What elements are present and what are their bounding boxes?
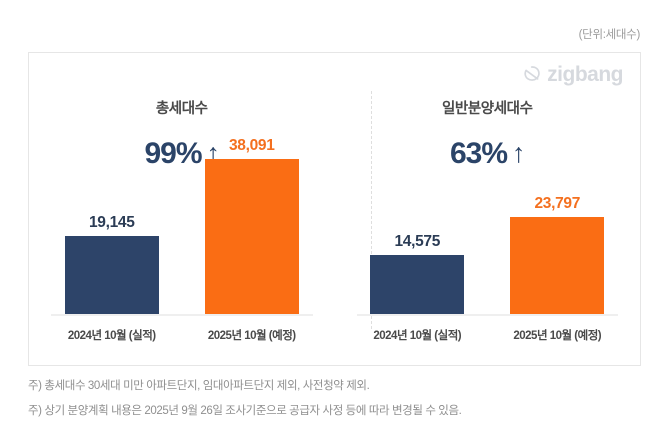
panel-delta: 63% ↑ (335, 139, 641, 169)
bar-rect[interactable] (370, 255, 465, 314)
plot-area: 14,575 23,797 (335, 131, 641, 316)
x-tick-label: 2025년 10월 (예정) (513, 330, 602, 342)
footnotes: 주) 총세대수 30세대 미만 아파트단지, 임대아파트단지 제외, 사전청약 … (28, 380, 648, 430)
bar-value-label: 19,145 (88, 213, 135, 231)
bar-group-plan[interactable]: 38,091 (204, 131, 299, 314)
bar-group-actual[interactable]: 19,145 (64, 131, 159, 314)
delta-value: 63% (449, 137, 508, 170)
x-tick-label: 2024년 10월 (실적) (373, 330, 462, 342)
footnote-2: 주) 상기 분양계획 내용은 2025년 9월 26일 조사기준으로 공급자 사… (28, 404, 462, 417)
bar-rect[interactable] (64, 236, 159, 314)
axis-baseline (356, 314, 618, 316)
panels-container: 총세대수 99% ↑ 19,145 38,091 20 (29, 53, 640, 365)
x-axis: 2024년 10월 (실적) 2025년 10월 (예정) (335, 327, 641, 343)
bar-value-label: 38,091 (228, 136, 275, 154)
panel-divider (371, 91, 372, 329)
bar-rect[interactable] (510, 217, 605, 314)
chart-card: zigbang 총세대수 99% ↑ 19,145 38,091 (28, 52, 641, 366)
bars-container: 19,145 38,091 (29, 131, 335, 314)
x-axis: 2024년 10월 (실적) 2025년 10월 (예정) (29, 327, 335, 343)
bar-group-actual[interactable]: 14,575 (370, 131, 465, 314)
plot-area: 19,145 38,091 (29, 131, 335, 316)
bar-rect[interactable] (204, 159, 299, 314)
panel-general-sale-households: 일반분양세대수 63% ↑ 14,575 23,797 (335, 53, 641, 365)
bars-container: 14,575 23,797 (335, 131, 641, 314)
bar-value-label: 14,575 (394, 232, 441, 250)
x-tick-label: 2024년 10월 (실적) (67, 330, 156, 342)
panel-total-households: 총세대수 99% ↑ 19,145 38,091 20 (29, 53, 335, 365)
bar-value-label: 23,797 (534, 194, 581, 212)
panel-title: 총세대수 (155, 101, 208, 117)
delta-value: 99% (144, 137, 202, 170)
zigbang-logo: zigbang (522, 64, 623, 85)
axis-baseline (51, 314, 313, 316)
brand-name: zigbang (547, 63, 623, 86)
panel-title: 일반분양세대수 (441, 101, 533, 117)
unit-note: (단위:세대수) (578, 29, 641, 41)
zigbang-swirl-icon (524, 66, 540, 81)
arrow-up-icon: ↑ (512, 138, 525, 168)
footnote-1: 주) 총세대수 30세대 미만 아파트단지, 임대아파트단지 제외, 사전청약 … (28, 380, 370, 392)
x-tick-label: 2025년 10월 (예정) (207, 330, 296, 342)
bar-group-plan[interactable]: 23,797 (510, 131, 605, 314)
